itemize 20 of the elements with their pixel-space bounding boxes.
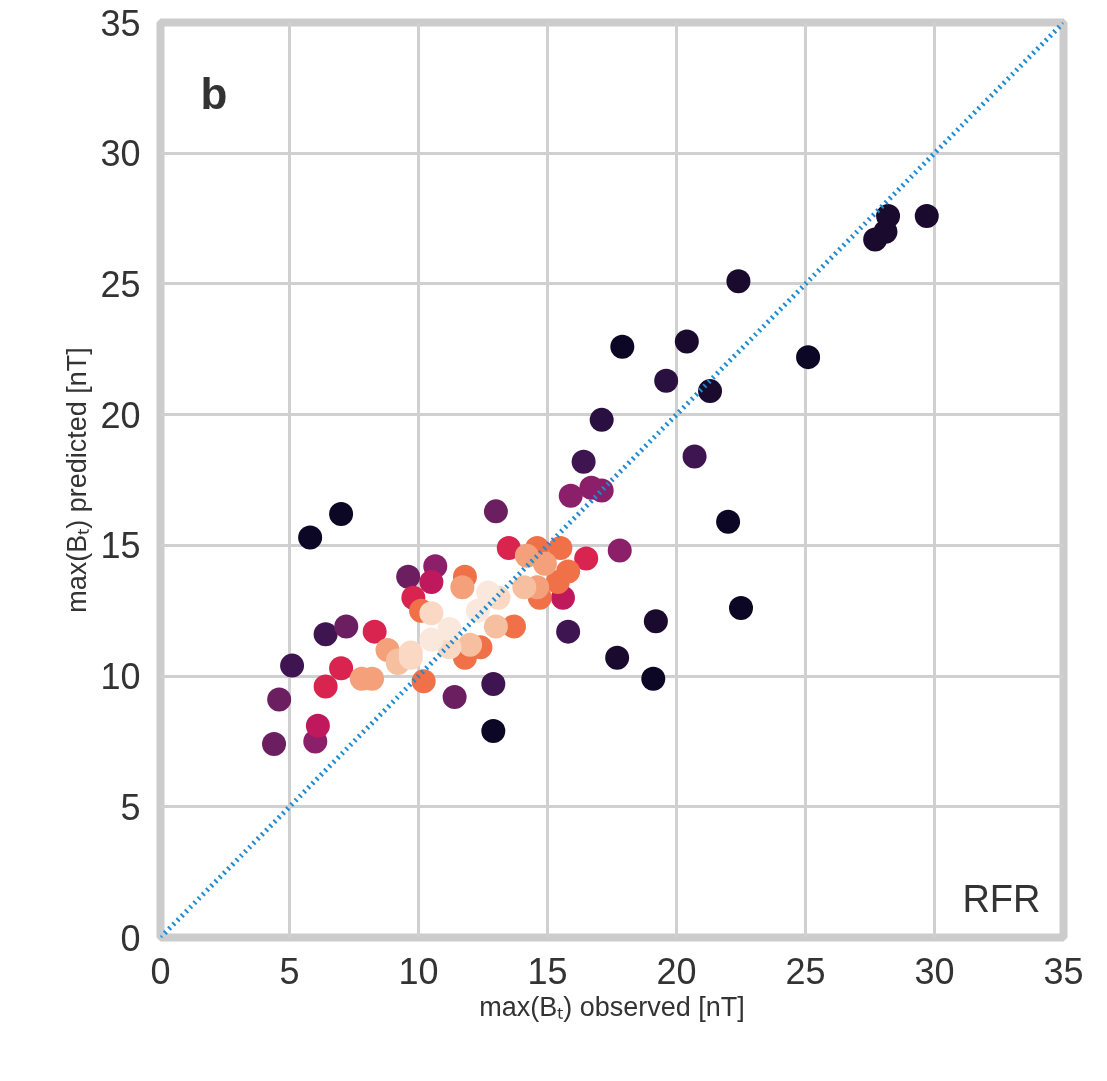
x-tick-label: 5 [279,950,300,992]
y-tick-label: 25 [100,263,141,305]
x-tick-label: 25 [785,950,826,992]
y-tick-label: 5 [120,786,141,828]
x-tick-label: 15 [527,950,568,992]
y-tick-label: 15 [100,525,141,567]
annotation: b [200,68,228,118]
y-tick-label: 0 [120,917,141,959]
y-tick-label: 10 [100,656,141,698]
y-tick-label: 30 [100,133,141,175]
annotation: RFR [962,877,1041,920]
y-tick-label: 35 [100,2,141,44]
x-tick-label: 35 [1043,950,1084,992]
x-tick-label: 30 [914,950,955,992]
y-axis-title: max(Bₜ) predicted [nT] [62,347,93,613]
x-tick-label: 10 [398,950,439,992]
x-axis-title: max(Bₜ) observed [nT] [479,991,745,1022]
x-tick-label: 0 [150,950,171,992]
x-tick-label: 20 [656,950,697,992]
y-tick-label: 20 [100,394,141,436]
